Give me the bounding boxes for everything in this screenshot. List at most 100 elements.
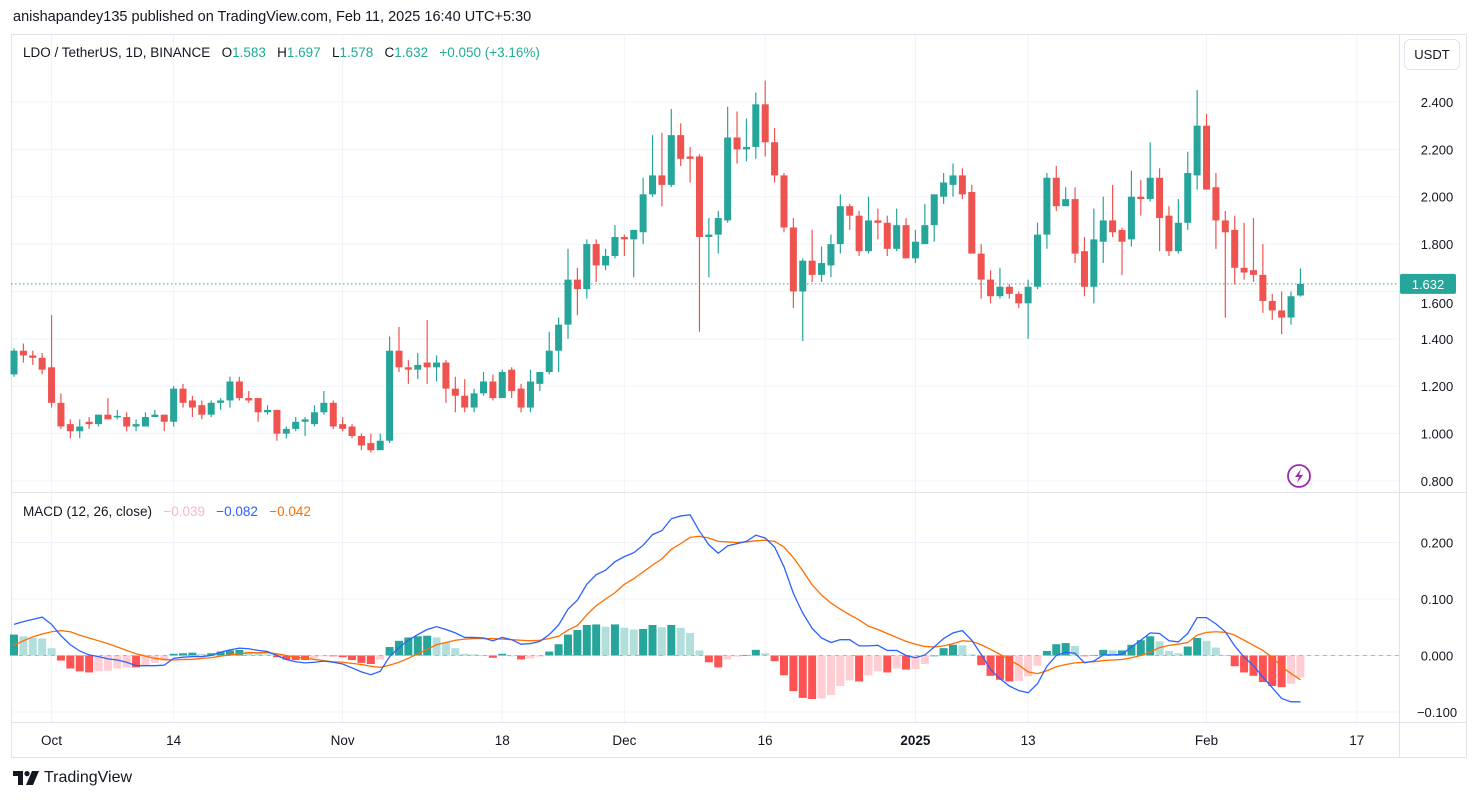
candle-body (883, 222, 891, 249)
histogram-bar (441, 642, 450, 656)
histogram-bar (1146, 636, 1155, 656)
candle-body (1024, 286, 1032, 304)
candle-body (686, 156, 694, 159)
histogram-bar (244, 651, 253, 656)
candle (179, 383, 187, 408)
candle-body (724, 137, 732, 221)
candle (123, 412, 131, 432)
histogram-bar (629, 629, 638, 656)
alert-lightning-icon[interactable] (1287, 464, 1311, 488)
candle-body (545, 350, 553, 373)
macd-title[interactable]: MACD (12, 26, close) (23, 504, 153, 519)
histogram-bar (235, 649, 244, 656)
histogram-bar (695, 650, 704, 656)
candle-body (1071, 199, 1079, 254)
currency-button[interactable]: USDT (1404, 39, 1460, 70)
candle-body (226, 381, 234, 401)
candle (780, 173, 788, 233)
candle (836, 194, 844, 254)
candle (930, 194, 938, 242)
candle-body (367, 443, 375, 451)
candle-body (940, 182, 948, 197)
candle-body (29, 355, 37, 358)
candle (1071, 187, 1079, 264)
candle-body (292, 421, 300, 429)
candle-body (911, 241, 919, 259)
candle-body (48, 367, 56, 403)
histogram-bar (535, 655, 544, 657)
candle-body (19, 350, 27, 356)
candle-body (780, 175, 788, 228)
candle (395, 327, 403, 373)
histogram-bar (432, 637, 441, 656)
grid-lines (11, 35, 1399, 722)
candle-body (1015, 293, 1023, 304)
price-tick-label: 2.200 (1421, 142, 1454, 157)
histogram-bar (1099, 649, 1108, 656)
candle (677, 123, 685, 166)
histogram-bar (38, 638, 47, 656)
candle (38, 353, 46, 375)
candle (667, 109, 675, 188)
histogram-bar (1024, 655, 1033, 677)
candle (874, 208, 882, 240)
candle-body (179, 388, 187, 403)
candle-body (123, 417, 131, 427)
candle (19, 343, 27, 363)
candle (95, 414, 103, 427)
histogram-bar (1014, 655, 1023, 681)
histogram-bar (845, 655, 854, 681)
candle (207, 400, 215, 418)
tradingview-logo[interactable]: TradingView (13, 769, 132, 787)
candle (1259, 244, 1267, 313)
candle-body (583, 244, 591, 290)
candle-body (761, 104, 769, 143)
candle-body (695, 156, 703, 237)
candle (104, 398, 112, 420)
chart-frame (11, 34, 1467, 758)
candle-body (602, 255, 610, 266)
candle-body (855, 215, 863, 252)
candle (949, 163, 957, 197)
candle (1043, 173, 1051, 249)
candle (470, 388, 478, 413)
candle (752, 92, 760, 159)
candle-body (414, 364, 422, 370)
candle-body (1259, 274, 1267, 301)
candle (264, 405, 272, 415)
histogram-bar (761, 653, 770, 656)
candle-body (470, 393, 478, 408)
histogram-bar (225, 650, 234, 656)
histogram-bar (1071, 645, 1080, 656)
candle-body (480, 381, 487, 394)
symbol-title[interactable]: LDO / TetherUS, 1D, BINANCE (23, 45, 211, 60)
histogram-bar (498, 653, 507, 656)
candle (799, 258, 807, 342)
candle-body (1146, 177, 1154, 200)
histogram-bar (141, 655, 150, 666)
histogram-bar (770, 655, 779, 662)
candle-body (198, 405, 206, 415)
histogram-bar (667, 624, 676, 656)
candle-body (987, 279, 995, 297)
candle-body (404, 367, 412, 370)
histogram-bar (911, 655, 920, 670)
histogram-bar (1108, 650, 1117, 656)
histogram-bar (592, 624, 601, 656)
candle (48, 315, 56, 408)
histogram-bar (573, 630, 582, 656)
histogram-bar (1183, 646, 1192, 656)
histogram-bar (733, 655, 742, 657)
macd-histogram (10, 624, 1305, 700)
candle-body (1165, 215, 1173, 252)
tradingview-logo-text: TradingView (44, 769, 133, 786)
candle (367, 433, 375, 453)
candle (639, 177, 647, 245)
histogram-bar (742, 654, 751, 656)
candle (1212, 173, 1220, 249)
candle (902, 218, 910, 259)
histogram-bar (47, 648, 56, 656)
candle (846, 203, 854, 230)
histogram-bar (1164, 650, 1173, 656)
